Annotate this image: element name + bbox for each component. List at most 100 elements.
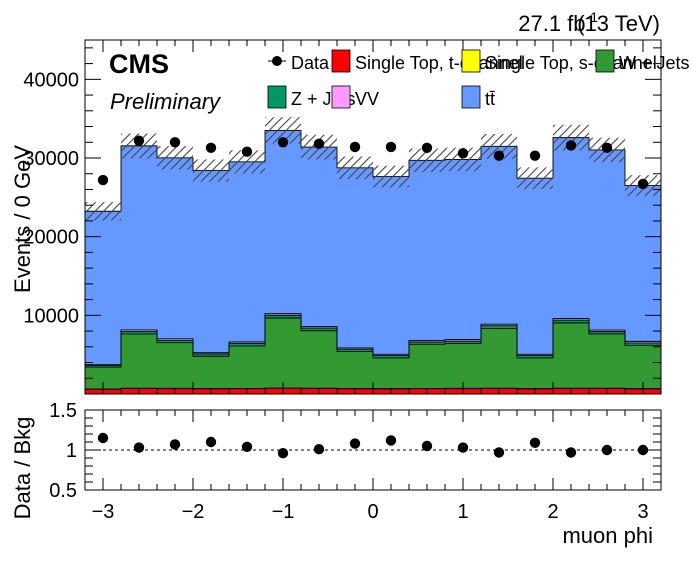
bar-3-5 — [265, 315, 301, 319]
legend-swatch-2 — [461, 49, 481, 73]
uncertainty-bin-7 — [337, 156, 373, 180]
legend-swatch-3 — [595, 49, 615, 73]
bar-2-1 — [121, 333, 157, 389]
legend-label-5: VV — [355, 89, 379, 109]
bar-3-14 — [589, 331, 625, 334]
bar-4-3 — [193, 352, 229, 354]
legend-label-3: W + Jets — [619, 53, 690, 73]
bar-2-0 — [85, 367, 121, 390]
series-outline-4 — [85, 313, 661, 366]
bar-4-15 — [625, 341, 661, 343]
bar-4-1 — [121, 329, 157, 332]
bar-4-10 — [445, 339, 481, 342]
bar-5-3 — [193, 170, 229, 353]
bar-3-3 — [193, 353, 229, 357]
legend-data-marker — [272, 56, 282, 66]
bar-5-11 — [481, 146, 517, 325]
bar-5-2 — [157, 157, 193, 339]
ratio-point-3 — [205, 436, 217, 448]
data-point-12 — [529, 150, 541, 161]
data-point-1 — [133, 135, 145, 146]
bar-5-6 — [301, 147, 337, 327]
bar-5-15 — [625, 185, 661, 342]
ratio-point-15 — [637, 444, 649, 456]
bar-2-14 — [589, 333, 625, 389]
uncertainty-bin-12 — [517, 167, 553, 189]
bar-2-5 — [265, 318, 301, 389]
bar-5-10 — [445, 159, 481, 340]
bar-4-9 — [409, 340, 445, 343]
ratio-xtick-label-2: −1 — [272, 501, 295, 523]
data-point-10 — [457, 148, 469, 159]
uncertainty-bin-9 — [409, 148, 445, 172]
bar-3-6 — [301, 327, 337, 331]
data-point-13 — [565, 140, 577, 151]
bar-4-2 — [157, 338, 193, 341]
data-point-14 — [601, 142, 613, 153]
bar-2-12 — [517, 357, 553, 389]
bar-5-12 — [517, 178, 553, 355]
uncertainty-bin-8 — [373, 165, 409, 188]
bar-2-3 — [193, 356, 229, 389]
ratio-point-9 — [421, 440, 433, 452]
bar-3-2 — [157, 340, 193, 343]
ratio-point-6 — [313, 444, 325, 455]
data-point-3 — [205, 142, 217, 153]
data-points — [97, 135, 649, 190]
ratio-point-4 — [241, 441, 253, 452]
bar-4-12 — [517, 354, 553, 356]
bar-5-7 — [337, 167, 373, 348]
main-ytick-label-1: 20000 — [23, 227, 79, 249]
bar-5-1 — [121, 145, 157, 330]
bar-4-13 — [553, 318, 589, 321]
bar-3-7 — [337, 349, 373, 352]
bar-4-6 — [301, 326, 337, 328]
experiment-label: CMS — [109, 49, 169, 79]
bar-2-9 — [409, 344, 445, 389]
bar-5-14 — [589, 149, 625, 331]
bar-3-1 — [121, 331, 157, 334]
bar-3-4 — [229, 343, 265, 346]
uncertainty-bin-3 — [193, 159, 229, 182]
data-point-0 — [97, 174, 109, 186]
bar-5-4 — [229, 161, 265, 343]
data-point-11 — [493, 150, 505, 161]
ratio-point-0 — [97, 432, 109, 444]
ratio-axes: 0.5 1 1.5 −3 −2 −1 0 1 2 3 — [49, 400, 662, 523]
legend-swatch-5 — [331, 85, 351, 109]
data-point-9 — [421, 142, 433, 153]
ratio-ytick-label-1: 1 — [66, 440, 77, 462]
ratio-points — [97, 432, 649, 459]
ratio-point-5 — [277, 448, 289, 459]
ratio-point-13 — [565, 447, 577, 458]
data-point-4 — [241, 146, 253, 157]
main-ytick-label-3: 40000 — [23, 69, 79, 91]
uncertainty-bin-0 — [85, 202, 121, 221]
bar-3-11 — [481, 325, 517, 329]
main-ytick-label-2: 30000 — [23, 148, 79, 170]
data-point-6 — [313, 138, 325, 150]
ratio-xtick-label-0: −3 — [92, 501, 115, 523]
bar-3-13 — [553, 320, 589, 323]
status-label: Preliminary — [110, 89, 222, 114]
ratio-ytick-label-2: 1.5 — [49, 400, 77, 422]
data-point-2 — [169, 137, 181, 148]
energy-label: (13 TeV) — [577, 11, 660, 36]
main-stack — [85, 129, 661, 394]
bar-2-4 — [229, 345, 265, 389]
bar-4-11 — [481, 324, 517, 326]
data-point-8 — [385, 141, 397, 153]
uncertainty-bin-10 — [445, 147, 481, 172]
bar-4-5 — [265, 313, 301, 316]
x-axis-title: muon phi — [562, 523, 653, 548]
legend-label-1: Single Top, t-channel — [355, 53, 523, 73]
data-point-5 — [277, 137, 289, 148]
ratio-point-14 — [601, 444, 613, 456]
bar-2-7 — [337, 351, 373, 389]
bar-2-6 — [301, 330, 337, 389]
main-y-axis-title: Events / 0 GeV — [10, 145, 35, 293]
bar-3-10 — [445, 341, 481, 344]
ratio-y-axis-title: Data / Bkg — [10, 417, 35, 520]
uncertainty-bin-4 — [229, 150, 265, 174]
